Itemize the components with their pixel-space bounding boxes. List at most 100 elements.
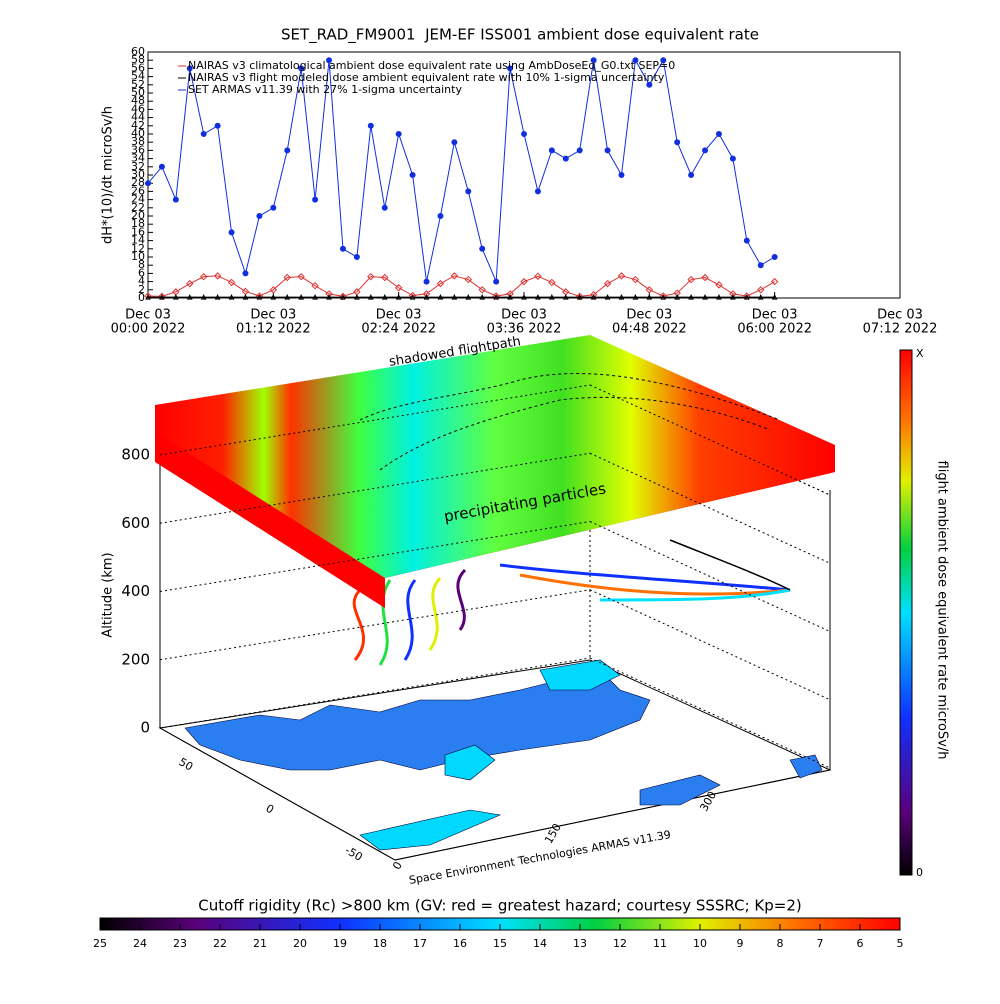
x-tick-label: Dec 03	[125, 308, 171, 323]
y-tick-label: 20	[131, 209, 145, 222]
x-tick-label: 00:00 2022	[111, 322, 186, 337]
point	[478, 286, 486, 294]
point	[465, 188, 472, 195]
colorbar-tick-label: 24	[133, 937, 147, 950]
chart-title: SET_RAD_FM9001 JEM-EF ISS001 ambient dos…	[281, 26, 759, 45]
point	[562, 294, 569, 300]
point	[228, 229, 235, 236]
point	[618, 294, 625, 300]
point	[743, 237, 750, 244]
point	[312, 294, 318, 300]
x-tick-label: Dec 03	[626, 308, 672, 323]
point	[631, 275, 640, 284]
point	[645, 286, 654, 294]
y-tick-label: 38	[131, 135, 145, 148]
point	[674, 139, 681, 146]
slab	[155, 335, 835, 578]
x-tick-label: Dec 03	[250, 308, 296, 323]
trajectory	[456, 568, 467, 631]
colorbar-tick-label: 5	[897, 937, 904, 950]
trajectory	[519, 573, 791, 596]
point	[576, 294, 583, 300]
point	[493, 294, 499, 300]
point	[186, 65, 193, 72]
point	[340, 294, 346, 300]
point	[617, 272, 626, 280]
point	[660, 294, 667, 300]
point	[368, 294, 374, 300]
point	[159, 294, 165, 300]
point	[589, 291, 598, 299]
y-tick-label: 52	[131, 78, 145, 91]
land	[184, 669, 651, 771]
point	[395, 131, 402, 137]
point	[604, 147, 611, 154]
point	[381, 273, 389, 282]
point	[479, 294, 486, 300]
legend-label: NAIRAS v3 flight modeled dose ambient eq…	[188, 71, 665, 84]
point	[256, 213, 263, 219]
lat-tick-label: 50	[177, 755, 196, 773]
trajectory	[352, 588, 365, 661]
colorbar-tick-label: 6	[857, 937, 864, 950]
point	[701, 273, 709, 282]
colorbar-tick-label: 14	[533, 937, 547, 950]
x-tick-label: 01:12 2022	[236, 322, 311, 337]
point	[298, 294, 304, 300]
y-tick-label: 54	[131, 70, 145, 83]
y-tick-label: 34	[131, 152, 145, 165]
trajectory	[428, 576, 442, 651]
point	[534, 272, 542, 280]
y-tick-label: 4	[138, 275, 145, 288]
x-tick-label: 06:00 2022	[737, 322, 812, 337]
point	[186, 279, 194, 288]
point	[423, 278, 430, 285]
grid-line	[589, 384, 831, 496]
point	[408, 291, 417, 300]
point	[535, 294, 541, 300]
point	[674, 294, 680, 300]
colorbar-tick-label: 16	[453, 937, 467, 950]
point	[646, 81, 653, 88]
y-tick-label: 44	[131, 111, 145, 124]
colorbar-tick-label: 20	[293, 937, 307, 950]
point	[423, 294, 430, 300]
point	[381, 294, 388, 300]
x-tick-label: Dec 03	[877, 308, 923, 323]
lat-tick-label: -50	[343, 844, 365, 864]
grid-line	[589, 452, 831, 564]
point	[312, 196, 319, 203]
y-tick-label: 14	[131, 234, 145, 247]
point	[715, 131, 722, 137]
point	[548, 278, 556, 287]
floor-edge	[394, 769, 831, 861]
z-tick-label: 200	[121, 650, 150, 668]
point	[145, 294, 151, 300]
y-tick-label: 46	[131, 102, 145, 115]
point	[437, 213, 444, 219]
colorbar-tick-label: 21	[253, 937, 267, 950]
y-tick-label: 40	[131, 127, 145, 140]
series-line	[147, 275, 775, 297]
point	[326, 294, 332, 300]
point	[604, 294, 611, 300]
point	[436, 279, 445, 288]
point	[688, 172, 695, 178]
point	[214, 294, 221, 300]
x-tick-label: Dec 03	[376, 308, 422, 323]
point	[702, 294, 708, 300]
point	[590, 57, 597, 64]
y-tick-label: 26	[131, 184, 145, 197]
colorbar-tick-label: 9	[737, 937, 744, 950]
trajectory	[669, 539, 791, 591]
x-tick-label: 03:36 2022	[487, 322, 562, 337]
point	[507, 65, 514, 72]
point	[158, 163, 165, 170]
x-tick-label: Dec 03	[501, 308, 547, 323]
point	[702, 147, 709, 154]
point	[549, 294, 555, 300]
point	[394, 284, 403, 292]
legend-label: SET ARMAS v11.39 with 27% 1-sigma uncert…	[188, 83, 462, 96]
lon-tick-label: 0	[390, 859, 405, 872]
colorbar-tick-label: 17	[413, 937, 427, 950]
